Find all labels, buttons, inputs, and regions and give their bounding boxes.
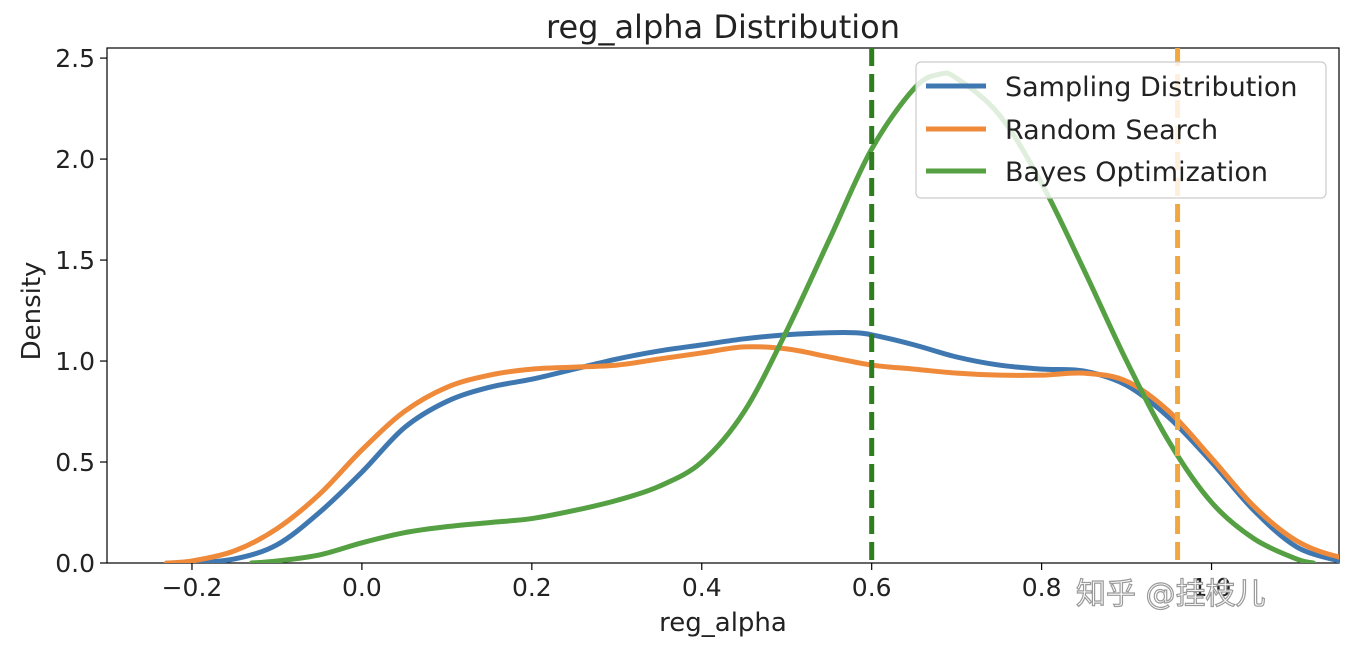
x-tick-label: 0.4: [682, 573, 722, 602]
x-tick-label: 0.0: [342, 573, 382, 602]
y-tick-label: 2.5: [55, 44, 95, 73]
x-tick-label: 0.8: [1022, 573, 1062, 602]
watermark-text: 知乎 @挂枝儿: [1076, 577, 1266, 612]
y-tick-label: 2.0: [55, 145, 95, 174]
series-line-bayes-optimization: [248, 70, 1317, 563]
axes-frame: [106, 47, 1340, 564]
x-tick-label: 0.2: [512, 573, 552, 602]
y-tick-label: 0.5: [55, 448, 95, 477]
legend-label-random-search: Random Search: [1005, 115, 1218, 146]
series-line-random-search: [163, 344, 1339, 563]
y-tick-label: 1.0: [55, 347, 95, 376]
x-tick-label: 1.0: [1192, 573, 1232, 602]
y-tick-label: 1.5: [55, 246, 95, 275]
legend: Sampling Distribution Random Search Baye…: [915, 61, 1327, 199]
chart-title: reg_alpha Distribution: [546, 8, 900, 46]
x-tick-label: 0.6: [852, 573, 892, 602]
legend-label-sampling-distribution: Sampling Distribution: [1005, 72, 1297, 103]
legend-box: [915, 61, 1327, 199]
axis-ticks: −0.2 0.0 0.2 0.4 0.6 0.8 1.0 0.0 0.5 1.0 1.5 2.0 2.5: [55, 44, 1231, 602]
x-tick-label: −0.2: [162, 573, 223, 602]
y-tick-label: 0.0: [55, 549, 95, 578]
y-axis-label: Density: [17, 262, 47, 361]
legend-label-bayes-optimization: Bayes Optimization: [1005, 157, 1268, 188]
x-axis-label: reg_alpha: [659, 608, 787, 638]
